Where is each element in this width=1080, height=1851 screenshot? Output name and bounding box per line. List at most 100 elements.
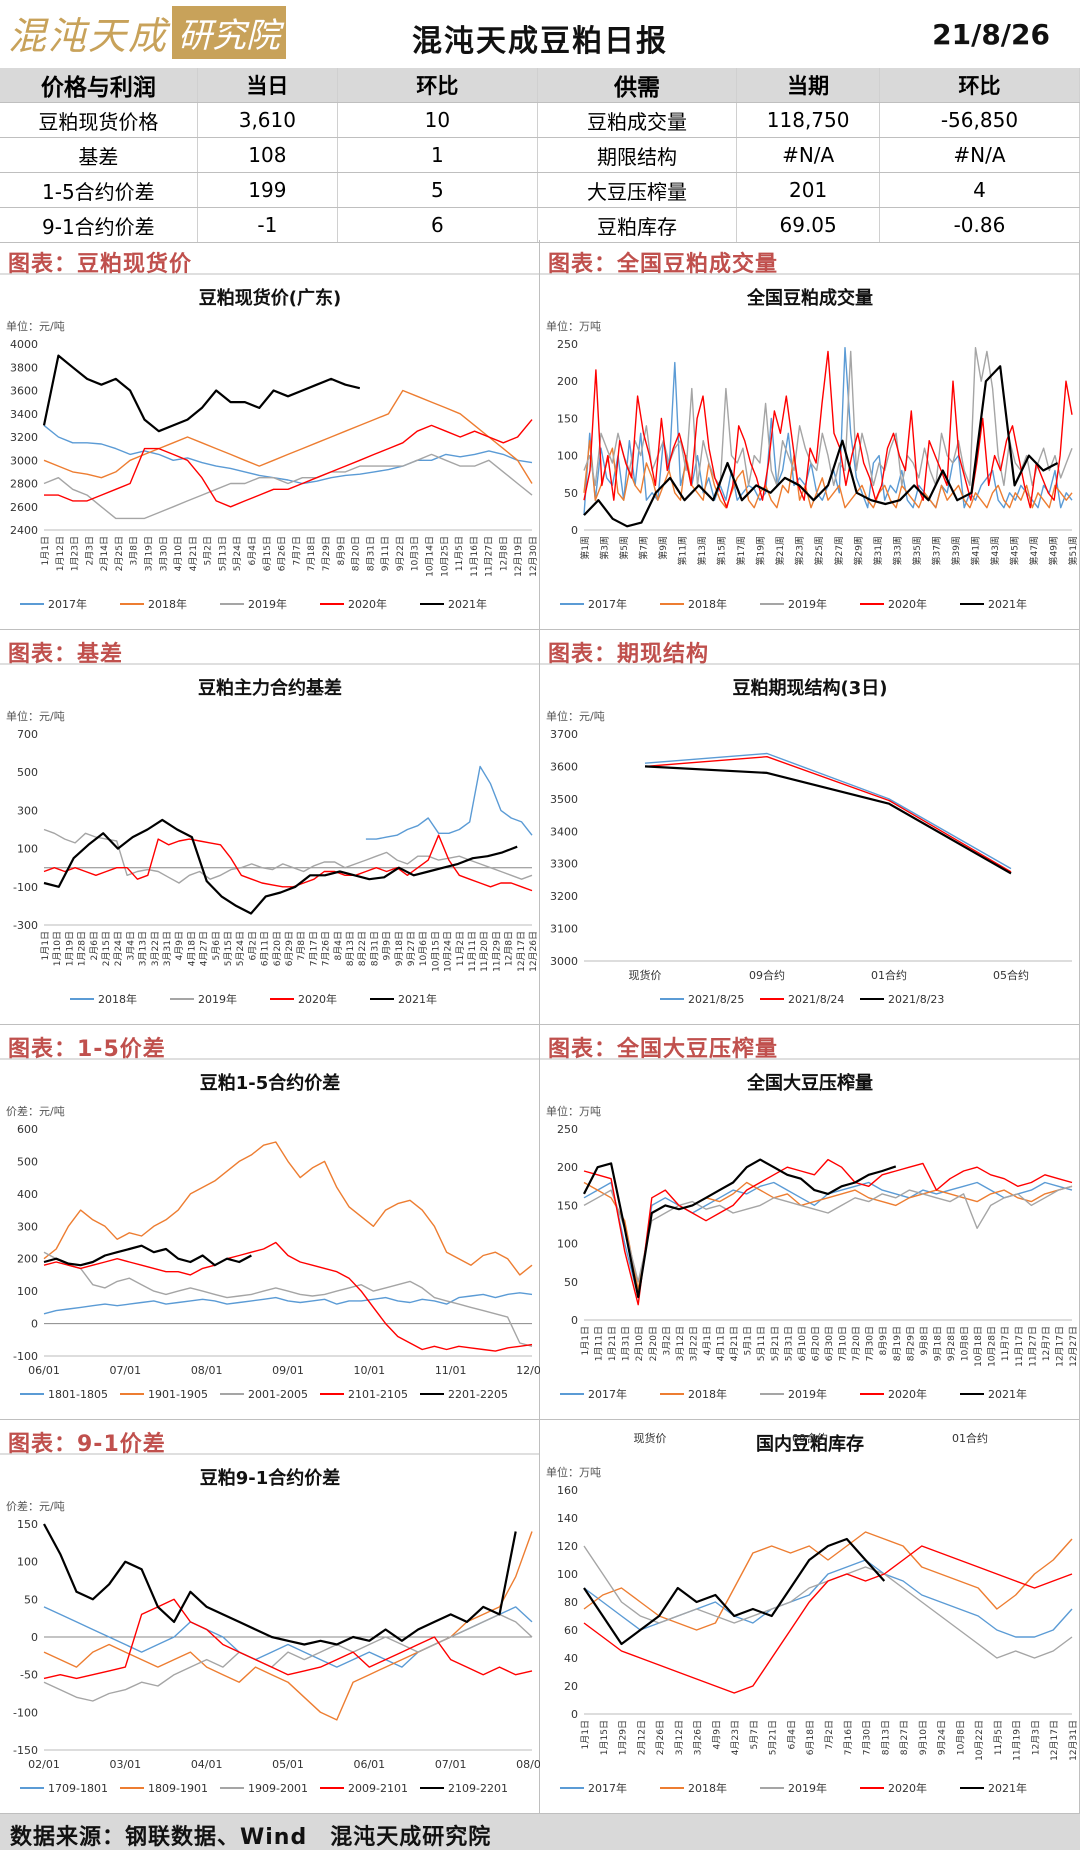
chart-title: 豆粕期现结构(3日): [733, 677, 888, 699]
y-tick-label: 100: [17, 1285, 38, 1298]
chart-spot-price: 豆粕现货价(广东) 单位：元/吨 2400 2600 2800 3000 3200 3400 3…: [0, 273, 540, 611]
legend-label: 1909-2001: [248, 1782, 308, 1795]
summary-value: 201: [736, 172, 880, 208]
x-tick-label: 3月22日: [150, 931, 161, 966]
summary-change: 1: [337, 137, 538, 173]
summary-row: 9-1合约价差 -1 6 豆粕库存 69.05 -0.86: [0, 207, 1080, 243]
x-tick-label: 8月19日: [892, 1326, 903, 1361]
legend-label: 2021/8/24: [788, 993, 844, 1006]
x-tick-label: 第15周: [716, 536, 728, 565]
y-tick-label: 3300: [550, 858, 578, 871]
summary-value: 199: [197, 172, 339, 208]
x-tick-label: 07/01: [435, 1758, 467, 1771]
series-line: [43, 1141, 533, 1276]
series-line: [644, 765, 1012, 875]
y-tick-label: 80: [564, 1596, 578, 1609]
x-tick-label: 6月18日: [805, 1720, 816, 1755]
x-tick-label: 7月2日: [824, 1720, 835, 1749]
x-tick-label: 7月18日: [306, 536, 317, 571]
x-tick-label: 第49周: [1047, 536, 1059, 565]
y-tick-label: 0: [31, 1631, 38, 1644]
y-tick-label: 0: [31, 1318, 38, 1331]
x-tick-label: 10月14日: [424, 536, 435, 577]
legend-label: 2019年: [788, 1781, 827, 1795]
chart-volume: 全国豆粕成交量单位：万吨050100150200250第1周 第3周 第5周 第7周第…: [540, 273, 1080, 611]
report-header: 混沌天成 研究院 混沌天成豆粕日报 21/8/26: [0, 0, 1080, 66]
panel-title: 图表：全国大豆压榨量: [548, 1037, 779, 1062]
x-tick-label: 7月16日: [843, 1720, 854, 1755]
y-tick-label: 3600: [10, 385, 38, 398]
summary-change: 10: [337, 102, 538, 138]
summary-value: -1: [197, 207, 339, 243]
summary-row: 豆粕现货价格 3,610 10 豆粕成交量 118,750 -56,850: [0, 102, 1080, 138]
x-tick-label: 第27周: [833, 536, 845, 565]
y-tick-label: 300: [17, 804, 38, 817]
summary-label: 1-5合约价差: [0, 172, 198, 208]
panel-title: 图表：期现结构: [548, 642, 710, 667]
legend-label: 2109-2201: [448, 1782, 508, 1795]
x-tick-label: 11月17日: [1014, 1326, 1025, 1367]
x-tick-label: 2月12日: [636, 1720, 647, 1755]
x-tick-label: 8月20日: [351, 536, 362, 571]
y-tick-label: 50: [564, 487, 578, 500]
overlay-label: 01合约: [952, 1431, 988, 1445]
x-tick-label: 2月10日: [634, 1326, 645, 1361]
unit-label: 单位：元/吨: [6, 709, 65, 723]
legend-label: 2020年: [298, 992, 337, 1006]
x-tick-label: 第51周: [1067, 536, 1079, 565]
x-tick-label: 8月29日: [905, 1326, 916, 1361]
y-tick-label: 3200: [550, 890, 578, 903]
y-tick-label: 4000: [10, 338, 38, 351]
panel-basis: 图表：基差 豆粕主力合约基差 单位：元/吨 -300 -100 100 300 500 700…: [0, 630, 540, 1025]
series-line: [583, 1181, 1073, 1298]
x-tick-label: 1月1日: [40, 536, 51, 565]
y-tick-label: 3100: [550, 923, 578, 936]
x-tick-label: 6月2日: [247, 931, 258, 960]
x-tick-label: 12/01: [516, 1364, 540, 1377]
summary-label: 大豆压榨量: [537, 172, 738, 208]
summary-table: 价格与利润 当日 环比 供需 当期 环比 豆粕现货价格 3,610 10 豆粕成…: [0, 68, 1080, 243]
x-tick-label: 4月21日: [188, 536, 199, 571]
x-tick-label: 12月27日: [1068, 1326, 1079, 1367]
y-tick-label: -50: [20, 1669, 38, 1682]
chart-title: 豆粕9-1合约价差: [200, 1467, 341, 1489]
y-tick-label: 100: [557, 1568, 578, 1581]
x-tick-label: 8月22日: [357, 931, 368, 966]
legend-label: 2020年: [888, 1781, 927, 1795]
x-tick-label: 4月18日: [186, 931, 197, 966]
x-tick-label: 第19周: [755, 536, 767, 565]
x-tick-label: 第45周: [1008, 536, 1020, 565]
series-line: [43, 1244, 252, 1267]
legend-label: 2020年: [348, 597, 387, 611]
chart-title: 豆粕1-5合约价差: [200, 1072, 341, 1094]
x-tick-label: 1月1日: [40, 931, 51, 960]
summary-header-cell: 当期: [736, 68, 880, 103]
x-tick-label: 4月11日: [716, 1326, 727, 1361]
y-tick-label: 3800: [10, 361, 38, 374]
x-tick-label: 第3周: [599, 536, 611, 560]
panel-crush: 图表：全国大豆压榨量 全国大豆压榨量 单位：万吨 0 50 100 150 200 250 1月…: [540, 1025, 1080, 1420]
unit-label: 价差：元/吨: [6, 1104, 65, 1118]
panel-spot-price: 图表：豆粕现货价 豆粕现货价(广东) 单位：元/吨 2400 2600 2800 3000…: [0, 240, 540, 630]
x-tick-label: 11月5日: [454, 536, 465, 571]
x-tick-label: 1月29日: [618, 1720, 629, 1755]
x-tick-label: 6月4日: [786, 1720, 797, 1749]
chart-title: 豆粕现货价(广东): [199, 287, 341, 309]
x-tick-label: 7月29日: [321, 536, 332, 571]
series-line: [583, 1531, 1073, 1631]
panel-spread-1-5: 图表：1-5价差 豆粕1-5合约价差 价差：元/吨 -100 0 100 200 300 40…: [0, 1025, 548, 1420]
x-tick-label: 9月10日: [918, 1720, 929, 1755]
summary-change: -0.86: [879, 207, 1080, 243]
legend-label: 2021年: [398, 992, 437, 1006]
y-tick-label: 400: [17, 1188, 38, 1201]
legend-label: 2021年: [988, 1387, 1027, 1401]
series-line: [42, 354, 361, 433]
x-tick-label: 5月24日: [235, 931, 246, 966]
series-line: [583, 350, 1073, 509]
x-tick-label: 1月15日: [599, 1720, 610, 1755]
x-tick-label: 第23周: [794, 536, 806, 565]
x-tick-label: 3月19日: [144, 536, 155, 571]
y-tick-label: 0: [571, 524, 578, 537]
